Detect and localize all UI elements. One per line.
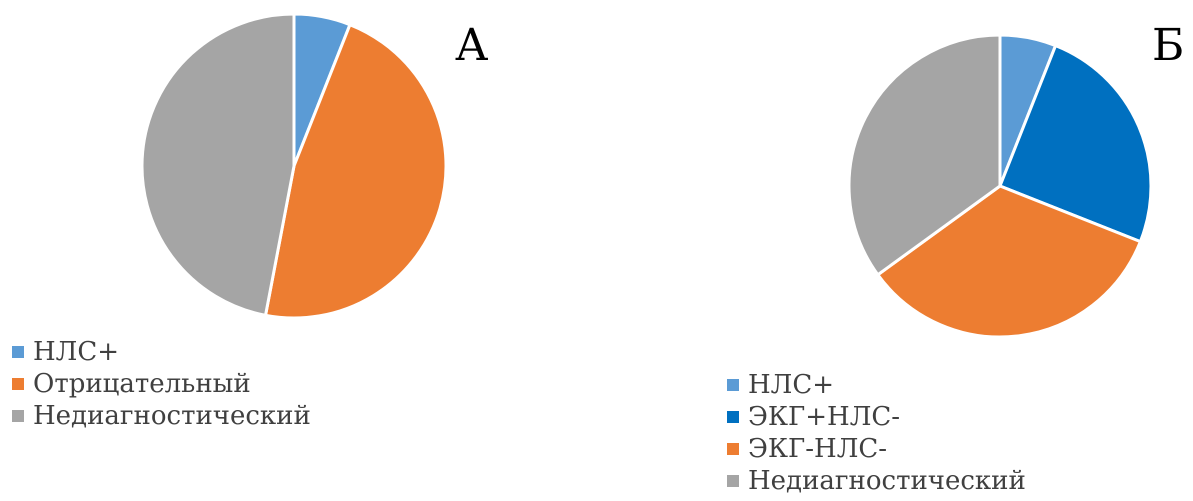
legend-b-item-3: Недиагностический <box>727 465 1026 497</box>
pie-a-slice-2 <box>140 12 296 317</box>
legend-a-swatch-2 <box>12 410 24 422</box>
legend-b-item-0: НЛС+ <box>727 369 1026 401</box>
legend-b-label-2: ЭКГ-НЛС- <box>748 434 888 464</box>
legend-a-label-1: Отрицательный <box>33 369 251 399</box>
legend-a-item-1: Отрицательный <box>12 368 311 400</box>
legend-b-swatch-1 <box>727 411 739 423</box>
legend-a-label-0: НЛС+ <box>33 337 120 367</box>
chart-a-label: А <box>455 20 489 71</box>
chart-b-label: Б <box>1152 20 1185 71</box>
legend-a-item-2: Недиагностический <box>12 400 311 432</box>
pie-a-slice-1 <box>264 23 448 320</box>
pie-b-slice-2 <box>876 184 1142 339</box>
legend-b-swatch-0 <box>727 379 739 391</box>
legend-a-swatch-0 <box>12 346 24 358</box>
pie-chart-b: Б НЛС+ ЭКГ+НЛС- ЭКГ-НЛС- Недиагностический <box>600 0 1193 501</box>
legend-b-swatch-3 <box>727 475 739 487</box>
legend-a-label-2: Недиагностический <box>33 401 311 431</box>
pie-chart-a: А НЛС+ Отрицательный Недиагностический <box>12 12 489 432</box>
legend-b-item-2: ЭКГ-НЛС- <box>727 433 1026 465</box>
legend-b: НЛС+ ЭКГ+НЛС- ЭКГ-НЛС- Недиагностический <box>727 369 1026 497</box>
pie-b-plot <box>847 33 1153 339</box>
legend-a-swatch-1 <box>12 378 24 390</box>
legend-b-item-1: ЭКГ+НЛС- <box>727 401 1026 433</box>
legend-b-label-1: ЭКГ+НЛС- <box>748 402 901 432</box>
pie-b-slice-1 <box>998 44 1153 244</box>
legend-b-label-0: НЛС+ <box>748 370 835 400</box>
pie-b-slice-3 <box>847 33 1002 277</box>
legend-b-label-3: Недиагностический <box>748 466 1026 496</box>
legend-a-item-0: НЛС+ <box>12 336 311 368</box>
pie-a-plot <box>140 12 448 320</box>
legend-a: НЛС+ Отрицательный Недиагностический <box>12 336 311 432</box>
legend-b-swatch-2 <box>727 443 739 455</box>
